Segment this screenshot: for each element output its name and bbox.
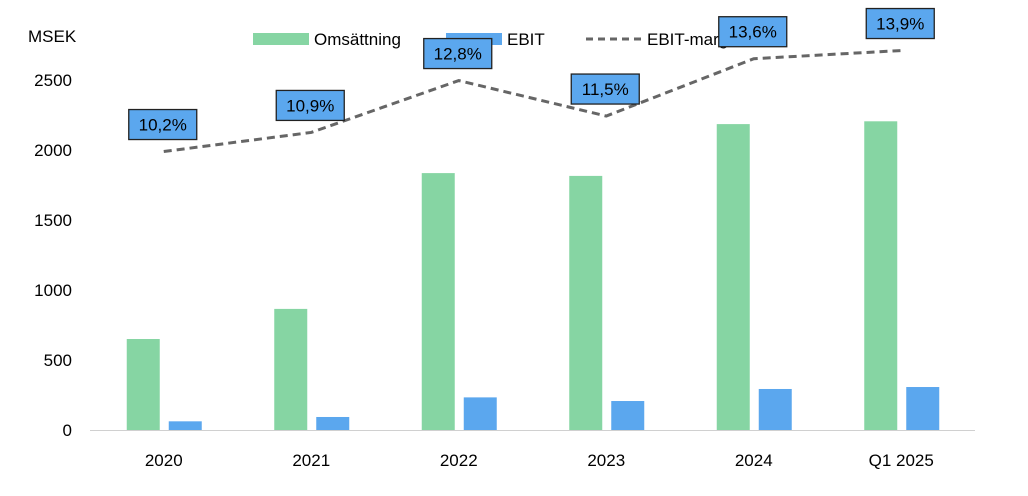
margin-label-box [570,73,640,105]
y-tick-label: 2500 [34,71,72,90]
x-tick-label: 2022 [440,451,478,470]
legend-swatch-omsattning [253,33,309,45]
bar-omsattning [864,121,898,431]
bar-omsattning [421,173,455,430]
margin-label-box [423,37,493,70]
bar-ebit [906,387,940,430]
margin-label-box [865,7,935,40]
bar-ebit [611,401,645,430]
margin-label: 10,2% [139,116,187,135]
bar-ebit [758,388,792,430]
margin-label-box [128,108,198,141]
margin-label-box [718,16,788,48]
y-tick-label: 2000 [34,141,72,160]
legend-label-omsattning: Omsättning [314,30,401,49]
bar-omsattning [126,339,160,430]
margin-label: 12,8% [434,45,482,64]
margin-label: 10,9% [286,96,334,115]
margin-label: 13,9% [876,15,924,34]
margin-label: 13,6% [729,23,777,42]
x-tick-label: 2021 [292,451,330,470]
margin-polyline [163,49,902,154]
margin-label: 11,5% [582,80,629,99]
x-tick-label: 2023 [587,451,625,470]
margin-label-box [275,89,345,122]
bar-ebit [463,397,497,430]
margin-line [163,49,902,154]
y-tick-label: 1500 [34,211,72,230]
bar-omsattning [716,124,750,430]
margin-labels: 10,2% 10,9% 12,8% 11,5% 13,6% 13,9% [128,7,935,141]
x-tick-label: 2020 [145,451,183,470]
x-tick-label: Q1 2025 [869,451,934,470]
bar-omsattning [274,308,308,430]
legend-label-ebit: EBIT [507,30,545,49]
bar-ebit [168,421,202,430]
y-axis: 0 500 1000 1500 2000 2500 [34,71,72,440]
x-tick-label: 2024 [735,451,773,470]
bar-omsattning [569,175,603,430]
legend: Omsättning EBIT EBIT-marginal [253,30,755,49]
y-unit-label: MSEK [28,27,77,46]
bars [126,121,940,431]
bar-ebit [316,416,350,430]
y-tick-label: 500 [44,351,72,370]
y-tick-label: 0 [63,421,72,440]
y-tick-label: 1000 [34,281,72,300]
x-axis: 2020 2021 2022 2023 2024 Q1 2025 [90,430,975,470]
